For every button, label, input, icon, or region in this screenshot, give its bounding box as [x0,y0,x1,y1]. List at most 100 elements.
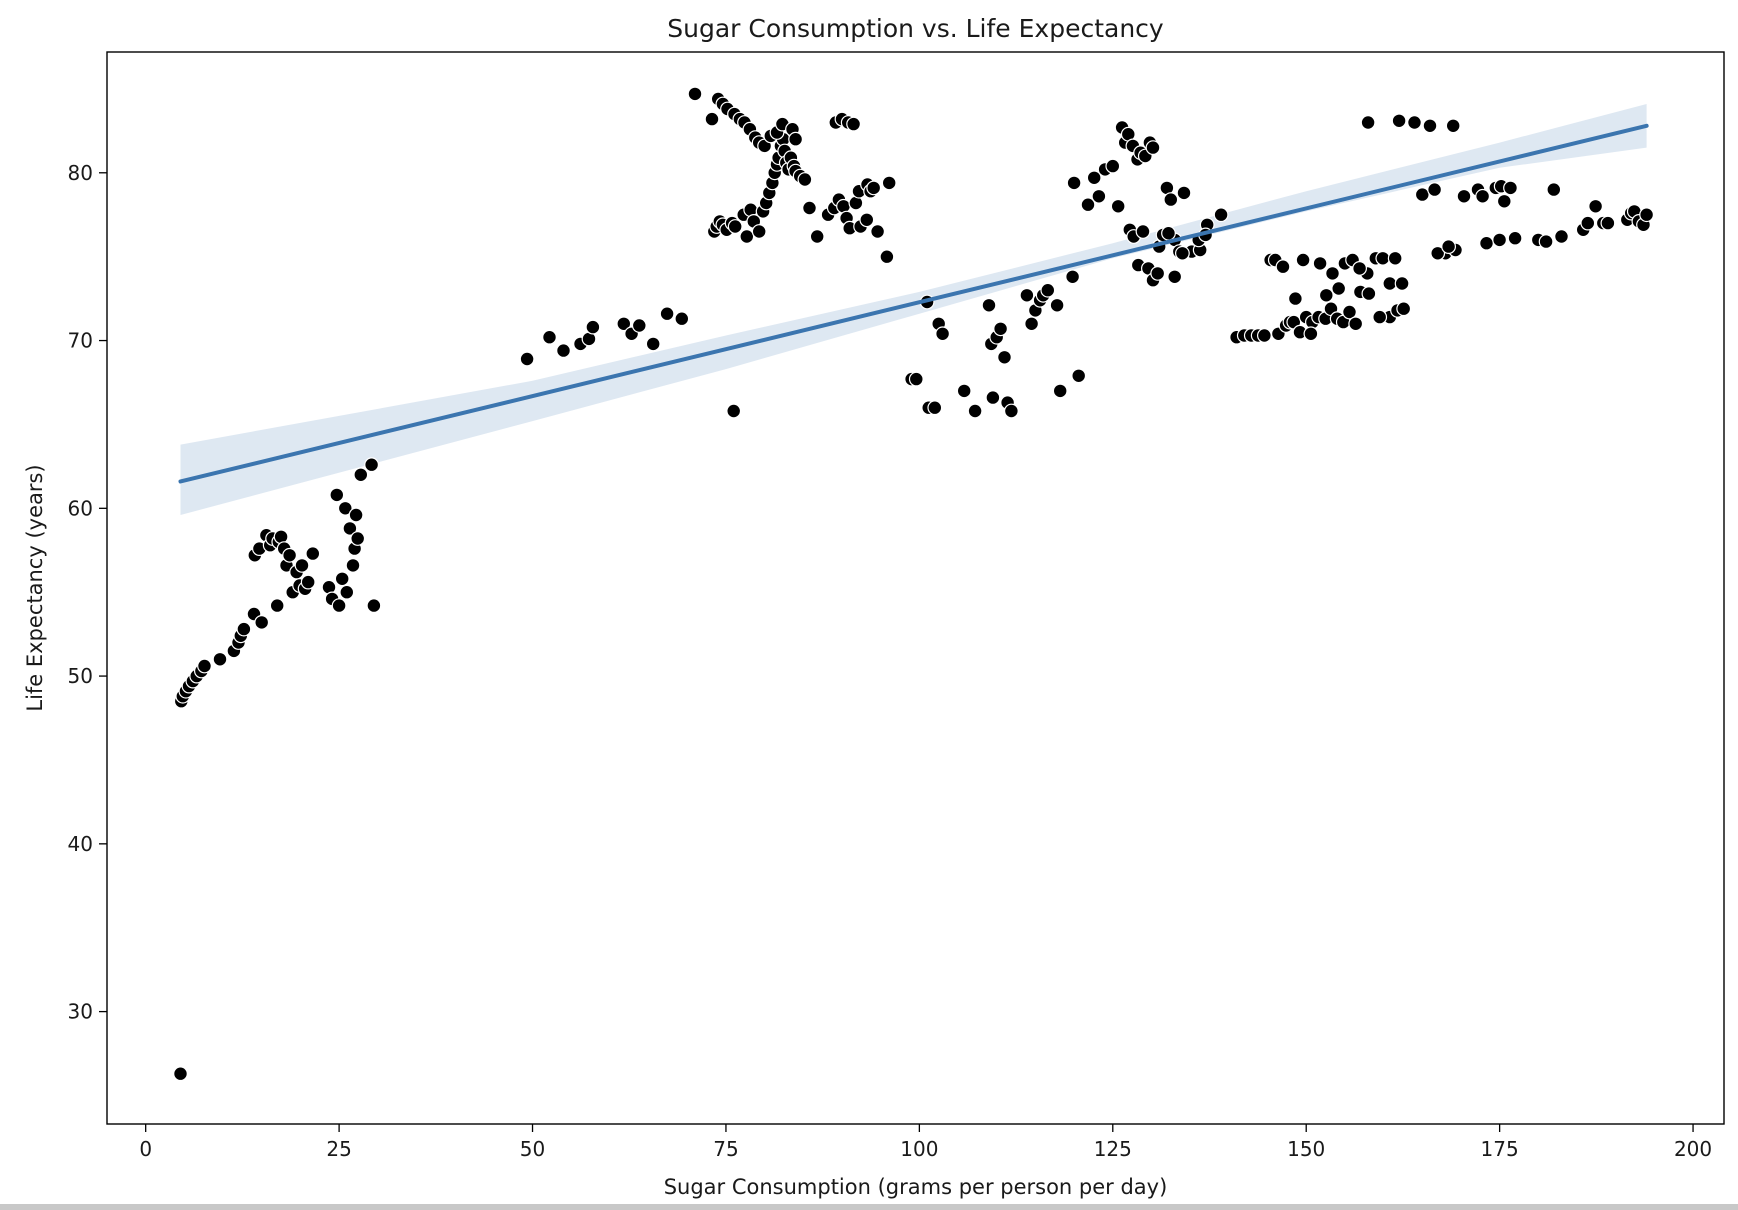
data-point [1600,215,1616,231]
data-point [1639,207,1654,223]
data-point [997,349,1012,365]
data-point [956,383,972,399]
data-point [1396,301,1412,317]
data-point [1407,115,1422,130]
data-point [645,336,661,352]
data-point [1372,309,1388,325]
data-point [1352,261,1367,276]
data-point [542,329,557,345]
data-point [1145,140,1161,156]
data-point [1360,115,1376,130]
data-point [727,219,743,234]
data-point [1325,266,1340,281]
data-point [1213,207,1229,223]
data-point [345,558,361,573]
data-point [967,403,983,419]
data-point [870,224,885,239]
data-point [1422,118,1438,134]
data-point [282,547,298,563]
data-point [1441,239,1456,255]
data-point [935,326,950,342]
data-point [1080,197,1096,213]
plot-background [107,52,1724,1124]
regression-line [178,123,1649,484]
y-tick-label: 30 [68,1000,93,1024]
data-point [751,224,767,239]
ci-band-area [180,104,1647,515]
window-bottom-edge [0,1204,1738,1210]
x-tick-label: 0 [139,1137,152,1161]
data-point [1492,232,1507,248]
x-axis-label: Sugar Consumption (grams per person per … [664,1175,1168,1199]
data-point [1507,230,1523,246]
data-point [809,229,825,244]
data-point [1479,235,1494,251]
data-point [1174,245,1190,261]
data-point [556,343,571,359]
x-tick-label: 25 [326,1137,351,1161]
data-point [1456,188,1472,204]
data-point [1588,198,1603,214]
data-point [1361,286,1377,302]
data-point [1176,185,1192,201]
data-point [1052,383,1068,399]
x-tick-label: 75 [713,1137,738,1161]
data-point [802,200,817,216]
data-point [1135,224,1151,239]
data-point [364,457,380,473]
y-axis: 30 40 50 60 70 80 [68,161,107,1024]
data-point [348,507,364,523]
x-axis: 0 25 50 75 100 125 150 175 200 [139,1124,1712,1161]
data-point [859,212,875,228]
data-point [1065,269,1080,285]
data-point [350,531,366,546]
data-point [1318,287,1334,303]
data-point [1496,193,1512,209]
data-point [236,621,252,637]
x-tick-label: 125 [1094,1137,1132,1161]
data-point [1071,368,1087,384]
data-point [1049,297,1065,313]
data-point [1546,182,1562,198]
data-point [342,521,358,536]
data-point [659,306,675,322]
data-point [797,172,813,187]
data-point [366,598,382,613]
data-point [1312,256,1328,271]
data-point [1538,234,1554,250]
data-point [674,311,690,327]
x-tick-label: 50 [520,1137,545,1161]
data-point [519,351,535,367]
y-tick-label: 60 [68,496,93,520]
data-point [1275,259,1291,275]
data-point [212,651,228,667]
data-point [337,500,353,516]
data-point [1391,113,1407,129]
data-point [269,598,285,613]
data-points [173,86,1654,1082]
data-point [993,321,1008,337]
data-point [1430,245,1446,261]
data-point [687,86,703,102]
data-point [1375,250,1391,266]
y-axis-label: Life Expectancy (years) [23,464,47,711]
data-point [1150,266,1166,281]
data-point [1580,215,1596,231]
data-point [1387,250,1403,266]
data-point [1394,276,1410,291]
confidence-band [180,104,1647,515]
data-point [981,297,997,313]
data-point [1503,180,1518,196]
data-point [927,400,943,416]
data-point [1004,403,1019,419]
data-point [1110,198,1126,214]
data-point [334,571,350,587]
data-point [1295,252,1311,268]
x-tick-label: 100 [900,1137,938,1161]
data-point [1445,118,1461,134]
x-tick-label: 175 [1481,1137,1519,1161]
data-point [339,584,355,600]
data-point [1554,229,1569,244]
data-point [254,615,270,630]
y-tick-label: 80 [68,161,93,185]
